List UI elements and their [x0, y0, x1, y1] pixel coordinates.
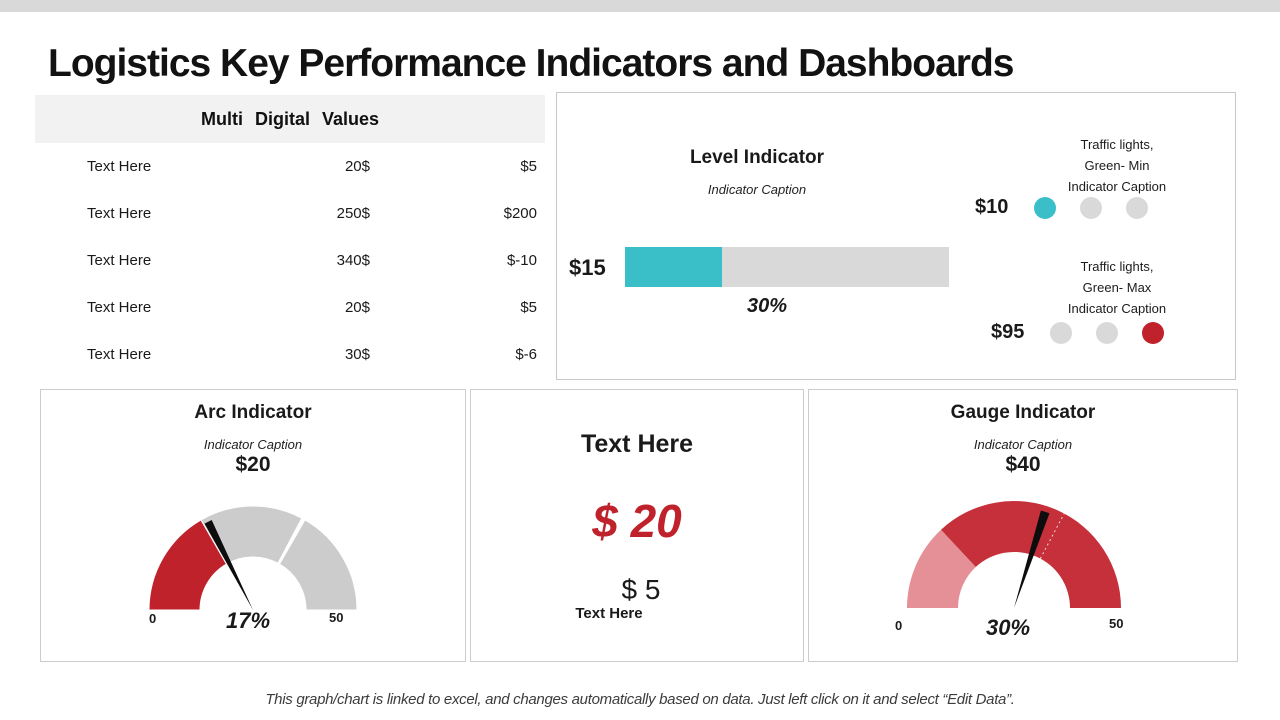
- traffic-lights-min-dots: [1034, 196, 1149, 219]
- row-value-1: 250$: [336, 205, 370, 222]
- gauge-divider: [1039, 513, 1065, 559]
- gauge-segment-light-red: [907, 529, 976, 608]
- big-number-chart[interactable]: Text Here $ 20 $ 5 Text Here: [470, 389, 804, 662]
- row-value-2: $200: [503, 205, 537, 222]
- traffic-lights-min-value: $10: [975, 196, 1009, 218]
- gauge-percent-label: 17%: [225, 608, 271, 633]
- level-bar-track: [625, 247, 949, 287]
- gauge-max-tick: 50: [1109, 616, 1124, 631]
- chart-caption: Indicator Caption: [973, 437, 1073, 452]
- row-value-1: 20$: [344, 299, 370, 316]
- row-value-1: 20$: [344, 158, 370, 175]
- chart-title: Level Indicator: [689, 147, 825, 168]
- page-title: Logistics Key Performance Indicators and…: [48, 42, 1014, 86]
- chart-title: Arc Indicator: [194, 402, 312, 423]
- edit-data-note: This graph/chart is linked to excel, and…: [265, 691, 1015, 708]
- chart-title: Text Here: [580, 430, 694, 458]
- teal-light: [1034, 196, 1057, 219]
- row-value-2: $5: [520, 158, 537, 175]
- gray-light: [1080, 196, 1103, 219]
- bar-value-label: $15: [569, 255, 606, 280]
- multi-digital-values-table[interactable]: Multi Digital Values Text Here 20$ $5 Te…: [35, 95, 545, 380]
- traffic-lights-max: $95: [991, 321, 1165, 344]
- secondary-value: $ 5: [621, 574, 661, 605]
- traffic-lights-max-caption: Traffic lights, Green- Max Indicator Cap…: [1067, 259, 1167, 316]
- gauge-indicator-chart[interactable]: Gauge Indicator Indicator Caption $40 0 …: [808, 389, 1238, 662]
- gauge-needle: [1014, 510, 1050, 608]
- traffic-lights-max-value: $95: [991, 321, 1025, 343]
- primary-value: $ 20: [592, 495, 682, 547]
- row-value-2: $5: [520, 299, 537, 316]
- chart-value: $40: [1005, 453, 1041, 476]
- secondary-label: Text Here: [575, 605, 643, 622]
- traffic-lights-min: $10: [975, 196, 1149, 219]
- row-value-2: $-10: [506, 252, 537, 269]
- row-value-2: $-6: [515, 346, 537, 363]
- gauge-segment-gray: [278, 519, 358, 611]
- row-value-1: 340$: [336, 252, 370, 269]
- gauge-segment-gray: [200, 505, 303, 565]
- gray-light: [1096, 321, 1119, 344]
- traffic-lights-min-caption: Traffic lights, Green- Min Indicator Cap…: [1067, 137, 1167, 194]
- table-row: Text Here 20$ $5: [35, 284, 545, 331]
- chart-title: Gauge Indicator: [950, 402, 1096, 423]
- row-label: Text Here: [87, 158, 152, 175]
- level-bar-fill: [625, 247, 723, 287]
- arc-gauge: [148, 505, 358, 611]
- bar-percent-label: 30%: [746, 295, 788, 317]
- row-label: Text Here: [87, 346, 152, 363]
- gray-light: [1126, 196, 1149, 219]
- chart-value: $20: [235, 453, 271, 476]
- row-value-1: 30$: [344, 346, 370, 363]
- gauge-min-tick: 0: [895, 618, 903, 633]
- row-label: Text Here: [87, 252, 152, 269]
- table-row: Text Here 30$ $-6: [35, 331, 545, 378]
- chart-caption: Indicator Caption: [707, 182, 807, 197]
- gauge-percent-label: 30%: [985, 615, 1031, 640]
- level-indicator-chart[interactable]: Level Indicator Indicator Caption $15 30…: [556, 92, 1236, 380]
- top-accent-bar: [0, 0, 1280, 12]
- table-title: Multi Digital Values: [35, 95, 545, 143]
- gauge: [907, 501, 1121, 608]
- red-light: [1142, 321, 1165, 344]
- chart-caption: Indicator Caption: [203, 437, 303, 452]
- row-label: Text Here: [87, 205, 152, 222]
- table-row: Text Here 340$ $-10: [35, 237, 545, 284]
- arc-indicator-chart[interactable]: Arc Indicator Indicator Caption $20 0 50…: [40, 389, 466, 662]
- gauge-max-tick: 50: [329, 610, 344, 625]
- gauge-needle: [204, 520, 253, 610]
- traffic-lights-max-dots: [1050, 321, 1165, 344]
- gauge-min-tick: 0: [149, 611, 157, 626]
- table-row: Text Here 250$ $200: [35, 190, 545, 237]
- table-row: Text Here 20$ $5: [35, 143, 545, 190]
- row-label: Text Here: [87, 299, 152, 316]
- gray-light: [1050, 321, 1073, 344]
